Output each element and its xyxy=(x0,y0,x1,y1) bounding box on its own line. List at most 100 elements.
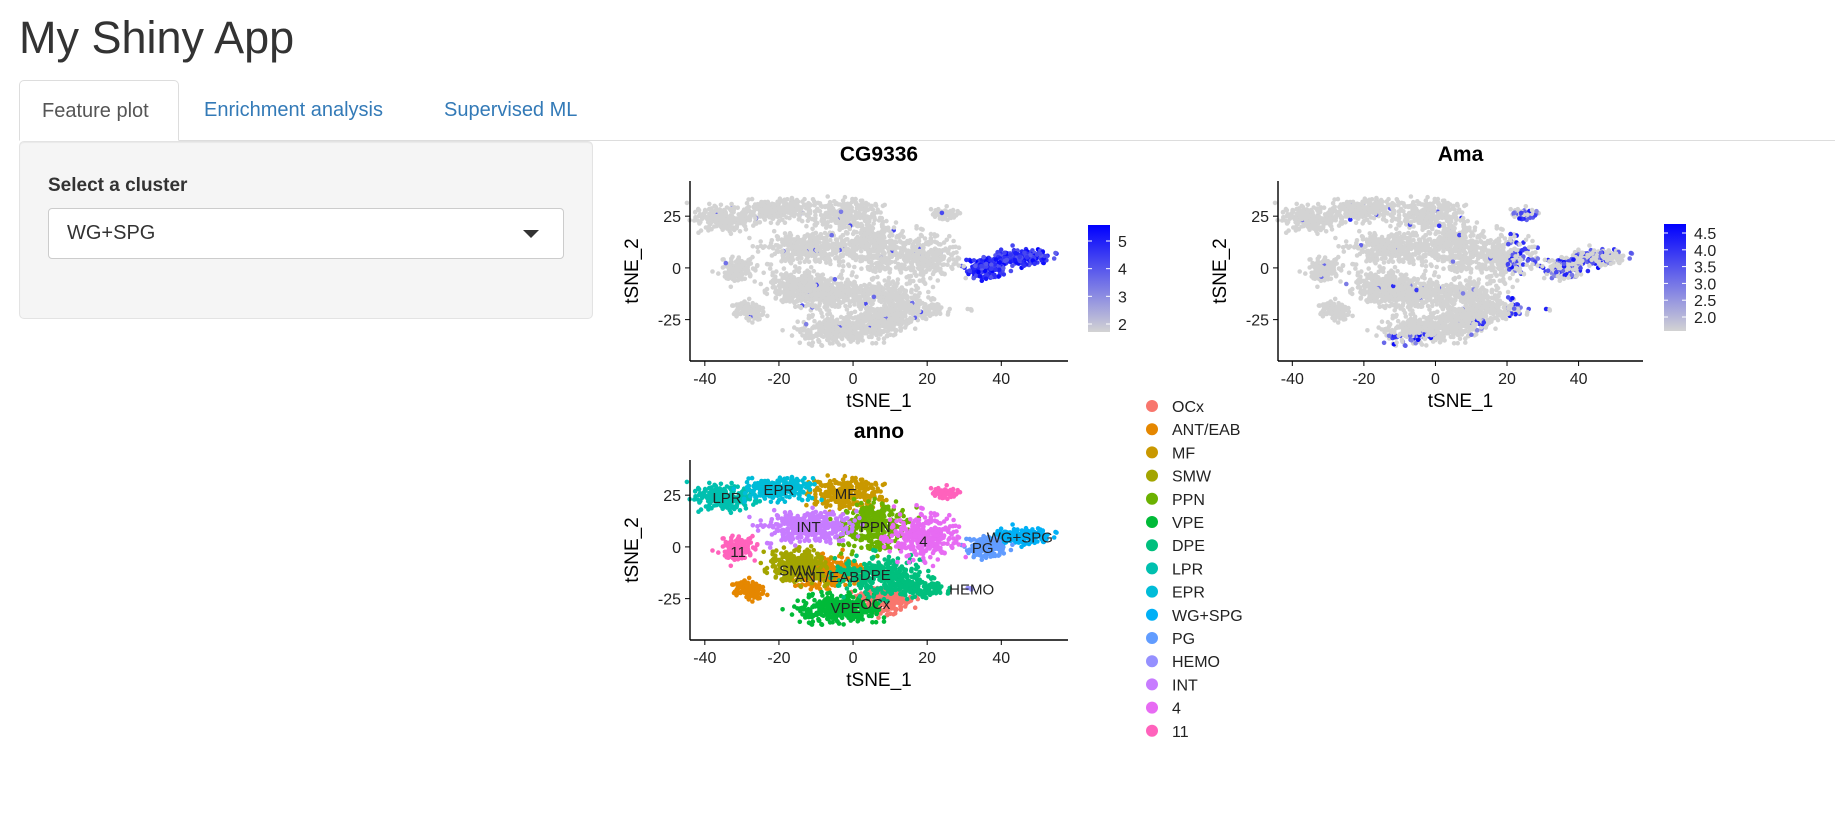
data-point xyxy=(747,273,753,279)
data-point xyxy=(873,242,879,248)
data-point xyxy=(781,284,787,290)
data-point xyxy=(869,254,874,260)
data-point xyxy=(800,275,806,281)
data-point xyxy=(776,290,782,296)
data-point xyxy=(900,228,905,234)
data-point xyxy=(755,249,761,254)
data-point xyxy=(828,205,833,210)
data-point xyxy=(810,197,816,202)
data-point xyxy=(798,298,804,304)
data-point xyxy=(735,205,740,210)
data-point xyxy=(872,311,878,316)
data-point xyxy=(783,258,788,264)
data-point xyxy=(887,270,892,275)
data-point xyxy=(750,244,756,249)
data-point xyxy=(827,311,833,317)
data-point xyxy=(880,311,885,316)
points-layer xyxy=(1272,194,1635,349)
data-point xyxy=(817,257,822,263)
data-point xyxy=(823,236,829,241)
data-point xyxy=(869,299,875,305)
x-tick-label: -40 xyxy=(693,371,716,388)
data-point xyxy=(1333,316,1338,321)
data-point xyxy=(884,329,890,334)
app-title: My Shiny App xyxy=(19,12,295,63)
data-point xyxy=(775,221,780,226)
tab-feature-plot[interactable]: Feature plot xyxy=(19,80,179,141)
data-point xyxy=(861,211,866,217)
data-point xyxy=(875,207,880,212)
data-point xyxy=(869,247,874,253)
data-point xyxy=(932,234,938,239)
data-point xyxy=(753,215,758,221)
data-point xyxy=(967,268,972,274)
data-point xyxy=(846,224,852,230)
data-point xyxy=(831,287,836,293)
data-point xyxy=(863,239,868,245)
data-point xyxy=(935,278,941,283)
data-point xyxy=(750,320,755,325)
y-tick-label: -25 xyxy=(658,313,681,330)
data-point xyxy=(818,212,824,218)
data-point xyxy=(881,336,887,341)
tab-supervised-ml[interactable]: Supervised ML xyxy=(444,99,578,121)
data-point xyxy=(951,238,956,244)
data-point xyxy=(825,220,831,225)
data-point xyxy=(807,208,813,214)
data-point xyxy=(762,290,768,295)
cluster-select[interactable]: WG+SPG xyxy=(48,208,564,259)
data-point xyxy=(841,248,847,253)
data-point xyxy=(887,238,893,243)
data-point xyxy=(931,210,937,216)
data-point xyxy=(812,333,818,339)
data-point xyxy=(868,225,873,230)
data-point xyxy=(778,272,784,277)
data-point xyxy=(765,313,770,319)
data-point xyxy=(846,263,852,269)
x-tick-label: 0 xyxy=(849,371,858,388)
data-point xyxy=(868,215,873,220)
data-point xyxy=(1332,296,1338,302)
data-point xyxy=(920,227,925,232)
data-point xyxy=(826,338,831,343)
data-point xyxy=(850,196,855,202)
data-point xyxy=(897,233,903,238)
data-point xyxy=(852,264,857,270)
data-point xyxy=(792,264,798,269)
data-point xyxy=(886,300,892,306)
data-point xyxy=(1010,243,1015,248)
data-point xyxy=(742,309,748,315)
data-point xyxy=(912,326,918,332)
data-point xyxy=(841,201,847,207)
data-point xyxy=(780,297,786,303)
data-point xyxy=(898,270,904,275)
data-point xyxy=(870,276,876,282)
data-point xyxy=(843,328,848,333)
data-point xyxy=(731,311,737,317)
data-point xyxy=(804,223,809,229)
data-point xyxy=(944,237,950,243)
data-point xyxy=(996,274,1001,279)
data-point xyxy=(880,203,886,209)
data-point xyxy=(707,201,712,207)
tab-enrichment-analysis[interactable]: Enrichment analysis xyxy=(204,99,383,121)
data-point xyxy=(807,235,813,240)
data-point xyxy=(818,234,824,240)
color-scale-label: 4 xyxy=(1118,262,1127,279)
data-point xyxy=(926,241,931,247)
data-point xyxy=(719,208,724,214)
data-point xyxy=(989,266,994,272)
chart-title: Ama xyxy=(1438,143,1484,166)
data-point xyxy=(828,261,833,267)
data-point xyxy=(1002,250,1007,256)
data-point xyxy=(854,223,860,229)
data-point xyxy=(696,213,702,219)
data-point xyxy=(936,206,941,212)
data-point xyxy=(692,210,698,215)
data-point xyxy=(770,270,776,276)
data-point xyxy=(805,293,810,299)
data-point xyxy=(944,204,949,209)
data-point xyxy=(789,333,795,338)
data-point xyxy=(968,307,974,312)
